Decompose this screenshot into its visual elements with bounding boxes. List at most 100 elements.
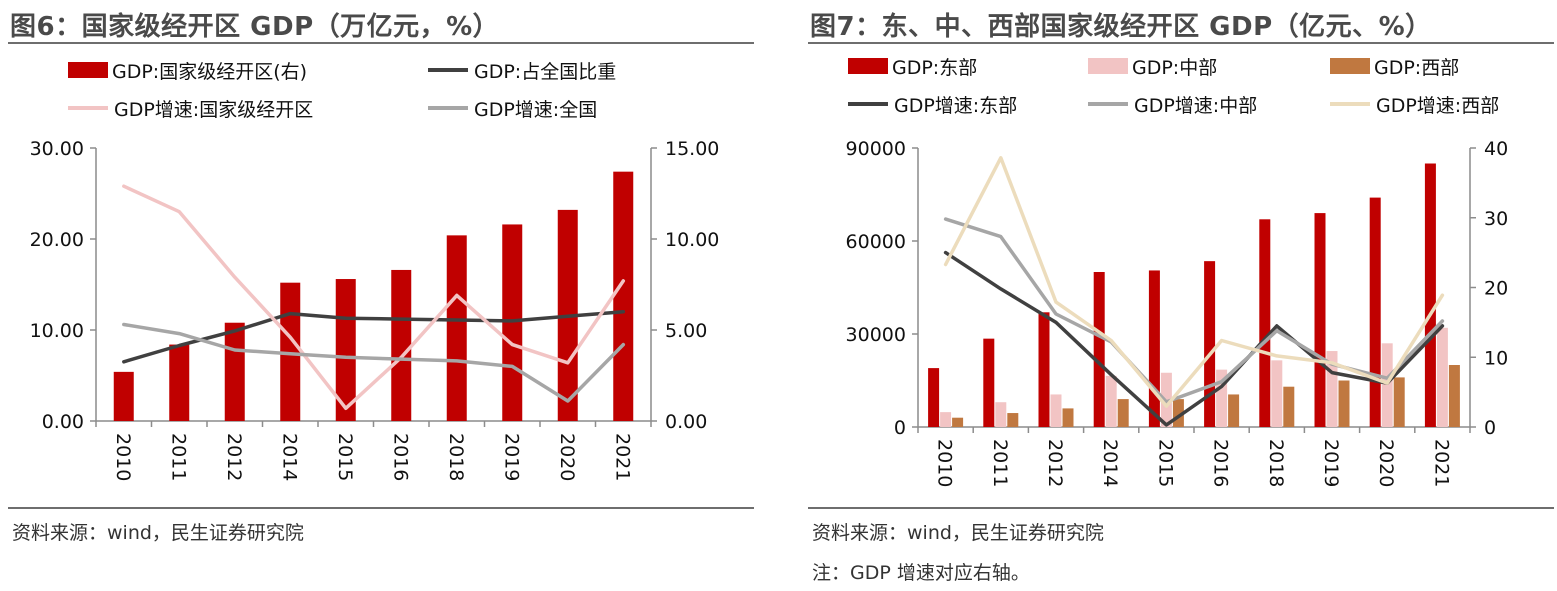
bar — [335, 279, 356, 421]
legend-label: GDP增速:国家级经开区 — [114, 98, 314, 121]
x-tick-label: 2018 — [1265, 439, 1287, 487]
axis-note: 注：GDP 增速对应右轴。 — [812, 562, 1030, 584]
y-tick-label-left: 90000 — [846, 138, 906, 160]
x-tick-label: 2019 — [500, 433, 522, 481]
legend-swatch — [68, 62, 108, 78]
y-tick-label-left: 60000 — [846, 231, 906, 253]
figure-7-panel: 图7：东、中、西部国家级经开区 GDP（亿元、%） GDP:东部 GDP:中部 … — [800, 0, 1557, 591]
x-tick-label: 2018 — [445, 433, 467, 481]
legend-label: GDP:占全国比重 — [474, 60, 617, 83]
bar — [502, 224, 523, 421]
legend-label: GDP增速:西部 — [1376, 94, 1500, 117]
bar — [1326, 351, 1338, 427]
bar — [1393, 377, 1405, 427]
x-tick-label: 2014 — [278, 433, 300, 481]
bar — [1216, 369, 1228, 427]
legend-swatch — [428, 68, 468, 72]
y-tick-label-left: 20.00 — [30, 229, 84, 251]
bar — [1007, 413, 1019, 427]
legend-label: GDP:西部 — [1374, 56, 1460, 79]
y-tick-label-right: 15.00 — [665, 138, 719, 160]
bar — [940, 412, 952, 427]
gdp-chart: 0.00 10.00 20.00 30.00 0.00 5.00 10.00 15.00 201… — [30, 138, 720, 481]
bar — [1172, 399, 1184, 427]
regional-gdp-chart: 0 30000 60000 90000 0 10 20 30 40 2010 2011 2012 201… — [846, 138, 1509, 487]
x-tick-label: 2015 — [1154, 439, 1176, 487]
x-tick-label: 2016 — [1210, 439, 1232, 487]
bar — [446, 235, 467, 421]
legend-swatch — [1330, 58, 1370, 74]
x-tick-label: 2021 — [1430, 439, 1452, 487]
y-tick-label-left: 0 — [894, 417, 906, 439]
bar — [1204, 261, 1216, 427]
chart-legend: GDP:国家级经开区(右) GDP:占全国比重 GDP增速:国家级经开区 GDP… — [0, 52, 760, 132]
legend-swatch — [1330, 102, 1370, 106]
y-tick-label-right: 0 — [1484, 417, 1496, 439]
legend-item: GDP增速:国家级经开区 — [68, 94, 313, 122]
x-tick-label: 2021 — [611, 433, 633, 481]
x-tick-label: 2012 — [1044, 439, 1066, 487]
y-tick-label-right: 20 — [1484, 278, 1508, 300]
legend-swatch — [848, 102, 888, 106]
y-tick-label-left: 30.00 — [30, 138, 84, 160]
bar — [224, 322, 245, 421]
legend-item: GDP:西部 — [1330, 52, 1459, 80]
bar — [1062, 408, 1074, 427]
series-line — [943, 250, 1445, 427]
bar — [1259, 219, 1271, 427]
title-rule — [808, 42, 1554, 44]
legend-swatch — [428, 106, 468, 110]
y-tick-label-right: 0.00 — [665, 411, 707, 433]
legend-item: GDP增速:中部 — [1088, 90, 1257, 118]
y-tick-label-left: 30000 — [846, 324, 906, 346]
bar — [391, 269, 412, 421]
y-tick-label-right: 30 — [1484, 208, 1508, 230]
bar — [113, 371, 134, 421]
series-line — [122, 322, 626, 403]
legend-item: GDP:占全国比重 — [428, 56, 616, 84]
y-tick-label-left: 10.00 — [30, 320, 84, 342]
bar — [1093, 272, 1105, 427]
legend-item: GDP增速:东部 — [848, 90, 1017, 118]
bar — [1369, 197, 1381, 427]
bar — [169, 344, 190, 421]
x-tick-label: 2020 — [556, 433, 578, 481]
chart-legend: GDP:东部 GDP:中部 GDP:西部 GDP增速:东部 GDP增速:中部 G… — [800, 52, 1557, 132]
figure-title: 图7：东、中、西部国家级经开区 GDP（亿元、%） — [810, 12, 1432, 42]
bar — [1283, 386, 1295, 427]
legend-item: GDP增速:全国 — [428, 94, 597, 122]
source-note: 资料来源：wind，民生证券研究院 — [12, 522, 304, 544]
x-tick-label: 2011 — [989, 439, 1011, 487]
series-line — [122, 184, 626, 411]
legend-label: GDP增速:全国 — [474, 98, 598, 121]
x-tick-label: 2019 — [1320, 439, 1342, 487]
legend-item: GDP:东部 — [848, 52, 977, 80]
bar — [995, 402, 1007, 427]
legend-item: GDP增速:西部 — [1330, 90, 1499, 118]
y-tick-label-left: 0.00 — [42, 411, 84, 433]
x-tick-label: 2011 — [167, 433, 189, 481]
bar — [1338, 380, 1350, 427]
legend-label: GDP:中部 — [1132, 56, 1218, 79]
figure-title: 图6：国家级经开区 GDP（万亿元，%） — [10, 12, 500, 42]
source-note: 资料来源：wind，民生证券研究院 — [812, 522, 1104, 544]
bar — [1271, 360, 1283, 427]
bar — [1448, 365, 1460, 427]
legend-label: GDP:东部 — [892, 56, 978, 79]
bar — [1105, 375, 1117, 427]
x-tick-label: 2020 — [1375, 439, 1397, 487]
y-tick-label-right: 10.00 — [665, 229, 719, 251]
legend-label: GDP:国家级经开区(右) — [112, 60, 308, 83]
title-rule — [8, 42, 754, 44]
bar — [983, 338, 995, 427]
bar — [1038, 312, 1050, 427]
x-tick-label: 2010 — [112, 433, 134, 481]
x-tick-label: 2014 — [1099, 439, 1121, 487]
legend-swatch — [68, 106, 108, 110]
bar — [1424, 163, 1436, 427]
footer-rule — [8, 507, 754, 509]
legend-swatch — [1088, 102, 1128, 106]
bar — [1050, 394, 1062, 427]
bar — [1117, 399, 1129, 427]
legend-swatch — [848, 58, 888, 74]
